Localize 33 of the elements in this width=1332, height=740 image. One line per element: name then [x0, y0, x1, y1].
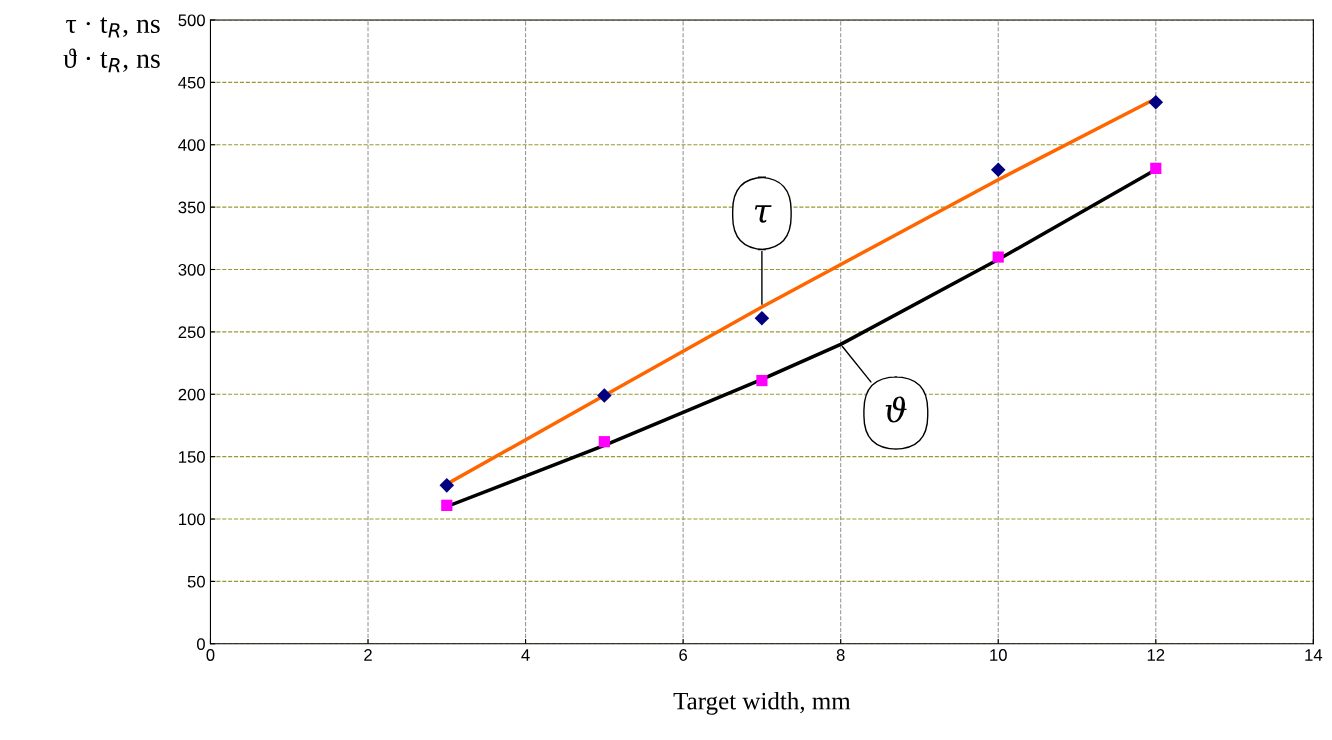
point	[597, 388, 612, 403]
x-tick-label: 12	[1147, 649, 1165, 661]
point	[990, 162, 1006, 177]
x-tick-label: 10	[990, 649, 1007, 661]
point	[1150, 162, 1162, 175]
point	[992, 251, 1004, 263]
y-tick-label: 150	[179, 451, 205, 463]
y-tick-label: 0	[196, 638, 205, 650]
y-tick-label: 250	[178, 326, 205, 339]
y-axis-title: τ · t$_{R}$, ns ϑ · t$_{R}$, ns	[63, 17, 160, 73]
x-tick-label: 8	[836, 649, 845, 661]
y-tick-label: 450	[178, 76, 205, 89]
y-tick-label: 300	[178, 263, 205, 276]
y-tick-label: 100	[179, 513, 205, 526]
point	[1148, 95, 1164, 110]
point	[598, 436, 610, 448]
y-tick-label: 200	[178, 388, 205, 401]
y-tick-label: 50	[187, 575, 205, 588]
annotation: τ	[754, 205, 772, 223]
point	[754, 310, 770, 326]
x-tick-label: 2	[364, 649, 372, 661]
x-tick-label: 14	[1305, 649, 1323, 661]
x-axis-title: Target width, mm	[673, 691, 851, 715]
x-tick-label: 4	[521, 649, 530, 661]
y-tick-label: 400	[178, 139, 205, 151]
point	[439, 478, 455, 493]
y-tick-label: 350	[178, 201, 205, 214]
x-tick-label: 0	[206, 649, 215, 661]
y-tick-label: 500	[178, 14, 205, 27]
annotation: ϑ	[885, 396, 907, 423]
point	[756, 374, 768, 387]
x-tick-label: 6	[679, 649, 688, 661]
point	[441, 499, 453, 511]
